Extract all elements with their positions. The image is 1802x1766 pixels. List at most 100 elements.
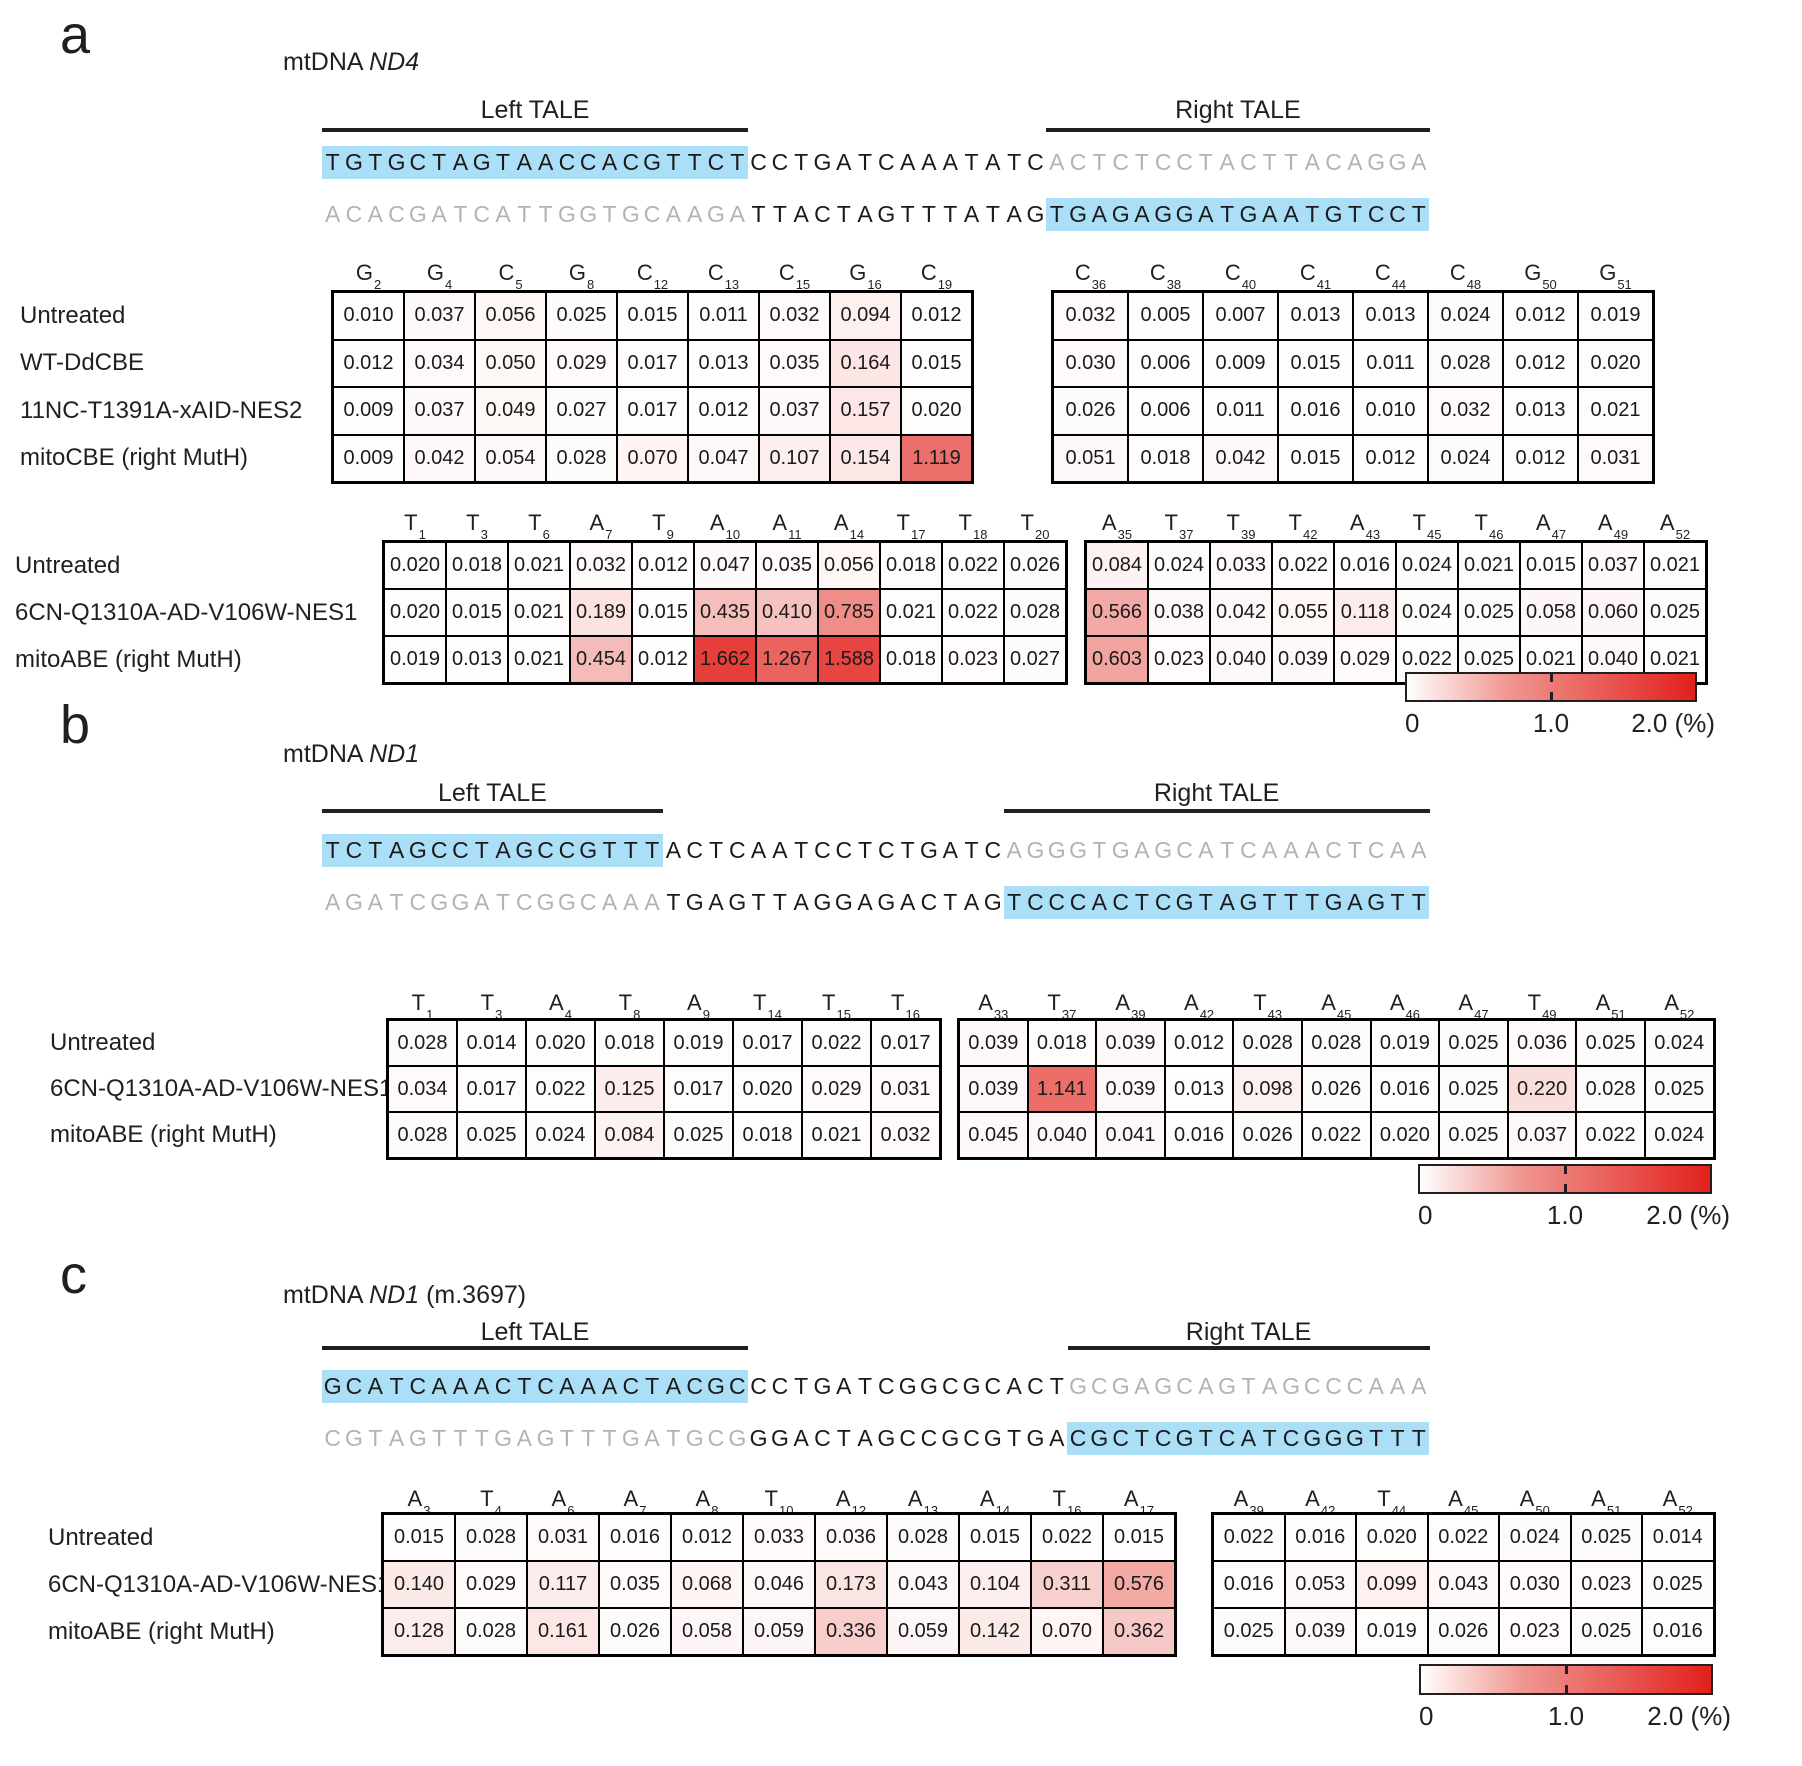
dna-base: T [368, 1425, 383, 1451]
heatmap-cell-A46-r2: 0.020 [1370, 1112, 1440, 1158]
heatmap-cell-C5-r0: 0.056 [475, 292, 546, 340]
dna-base: A [452, 149, 469, 175]
dna-base: C [1069, 149, 1087, 175]
dna-base: C [622, 1373, 640, 1399]
dna-base: T [1007, 149, 1022, 175]
heatmap-cell-A12-r0: 0.036 [815, 1514, 887, 1561]
heatmap-cell-C12-r3: 0.070 [617, 434, 688, 482]
dna-base: T [943, 889, 958, 915]
heatmap-cell-A7-r2: 0.454 [570, 636, 632, 683]
dna-base: A [942, 837, 958, 863]
header-position: 9 [702, 1007, 710, 1022]
heatmap-cell-G51-r2: 0.021 [1578, 387, 1653, 435]
dna-base: G [1026, 1425, 1045, 1451]
dna-base: C [1154, 149, 1172, 175]
dna-base: A [474, 1373, 490, 1399]
heatmap-cell-C44-r1: 0.011 [1353, 339, 1428, 387]
dna-base: C [707, 1425, 725, 1451]
heatmap-cell-A52-r2: 0.016 [1642, 1608, 1714, 1655]
heatmap-cell-A51-r1: 0.028 [1576, 1066, 1645, 1112]
heatmap-cell-T15-r0: 0.022 [802, 1020, 871, 1066]
header-base: C [1224, 260, 1241, 285]
heatmap-cell-A46-r0: 0.019 [1370, 1020, 1440, 1066]
dna-base: C [1176, 149, 1193, 175]
dna-base: T [432, 149, 447, 175]
header-position: 42 [1302, 527, 1318, 542]
heatmap-cell-A9-r1: 0.017 [664, 1066, 733, 1112]
heatmap-cell-G2-r1: 0.012 [333, 339, 404, 387]
column-header: G 16 [830, 252, 901, 292]
left-tale-underline [322, 128, 748, 132]
right-tale-underline [1046, 128, 1430, 132]
dna-base: G [1303, 1425, 1322, 1451]
dna-base: G [983, 1425, 1002, 1451]
column-header: T 43 [1233, 982, 1302, 1022]
heatmap-cell-A39-r1: 0.016 [1213, 1561, 1285, 1608]
row-label: 6CN-Q1310A-AD-V106W-NES1 [48, 1570, 391, 1598]
dna-base: C [686, 837, 703, 863]
dna-base: T [1134, 889, 1149, 915]
right-tale-underline [1067, 1346, 1430, 1350]
heatmap-cell-T4-r2: 0.028 [455, 1608, 527, 1655]
heatmap-cell-A7-r1: 0.189 [570, 589, 632, 636]
dna-base: G [345, 889, 363, 915]
heatmap-cell-A52-r1: 0.025 [1644, 1066, 1714, 1112]
colorbar-max-label: 2.0 (%) [1631, 708, 1715, 738]
dna-base: T [794, 149, 809, 175]
header-position: 44 [1391, 277, 1407, 292]
dna-base: A [367, 201, 383, 227]
dna-base: G [877, 889, 896, 915]
panel-label-c: c [60, 1245, 87, 1305]
heatmap-cell-C5-r3: 0.054 [475, 434, 546, 482]
row-label: Untreated [15, 551, 121, 579]
heatmap-cell-C12-r0: 0.015 [617, 292, 688, 340]
heatmap-cell-T45-r1: 0.024 [1396, 589, 1458, 636]
dna-base: G [685, 1425, 704, 1451]
dna-base: G [557, 201, 576, 227]
heatmap-cell-T4-r0: 0.028 [455, 1514, 527, 1561]
column-header: A 51 [1576, 982, 1645, 1022]
dna-base: T [389, 889, 404, 915]
heatmap-cell-A51-r0: 0.025 [1576, 1020, 1645, 1066]
column-header: T 42 [1272, 502, 1334, 542]
heatmap-cell-T14-r2: 0.018 [733, 1112, 802, 1158]
dna-base: C [1027, 149, 1044, 175]
heatmap-cell-A42-r1: 0.013 [1164, 1066, 1234, 1112]
dna-base: G [1175, 201, 1194, 227]
heatmap-cell-T20-r2: 0.027 [1004, 636, 1066, 683]
heatmap-cell-T18-r2: 0.023 [942, 636, 1004, 683]
heatmap-cell-A10-r0: 0.047 [694, 542, 756, 589]
dna-base: C [835, 837, 853, 863]
header-base: A [1115, 990, 1131, 1015]
dna-base: A [1134, 837, 1150, 863]
column-header: A 51 [1571, 1478, 1643, 1518]
column-header: A 45 [1302, 982, 1371, 1022]
heatmap-cell-T9-r1: 0.015 [632, 589, 694, 636]
heatmap-cell-G8-r3: 0.028 [546, 434, 617, 482]
dna-base: T [645, 1373, 660, 1399]
heatmap-cell-A43-r2: 0.029 [1334, 636, 1396, 683]
dna-base: A [388, 837, 405, 863]
dna-base: A [1006, 201, 1022, 227]
dna-base: T [495, 889, 511, 915]
dna-base: A [1411, 1373, 1427, 1399]
dna-base: A [665, 201, 682, 227]
heatmap-cell-A52-r2: 0.024 [1644, 1112, 1714, 1158]
heatmap-cell-T10-r2: 0.059 [743, 1608, 815, 1655]
heatmap-cell-C41-r1: 0.015 [1278, 339, 1353, 387]
heatmap-cell-A7-r0: 0.032 [570, 542, 632, 589]
header-position: 6 [542, 527, 550, 542]
dna-base: C [558, 149, 576, 175]
header-base: T [1474, 510, 1488, 535]
header-base: T [480, 1486, 494, 1511]
column-header: A 42 [1165, 982, 1234, 1022]
header-position: 4 [564, 1007, 572, 1022]
dna-base: A [1262, 1373, 1278, 1399]
header-base: T [1226, 510, 1240, 535]
